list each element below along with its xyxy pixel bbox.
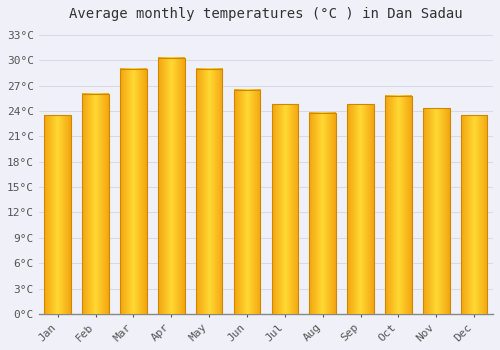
Bar bbox=[461, 115, 487, 314]
Title: Average monthly temperatures (°C ) in Dan Sadau: Average monthly temperatures (°C ) in Da… bbox=[69, 7, 462, 21]
Bar bbox=[44, 115, 71, 314]
Bar bbox=[196, 69, 222, 314]
Bar bbox=[234, 90, 260, 314]
Bar bbox=[272, 104, 298, 314]
Bar bbox=[82, 94, 109, 314]
Bar bbox=[423, 108, 450, 314]
Bar bbox=[120, 69, 146, 314]
Bar bbox=[348, 104, 374, 314]
Bar bbox=[385, 96, 411, 314]
Bar bbox=[310, 113, 336, 314]
Bar bbox=[158, 58, 184, 314]
